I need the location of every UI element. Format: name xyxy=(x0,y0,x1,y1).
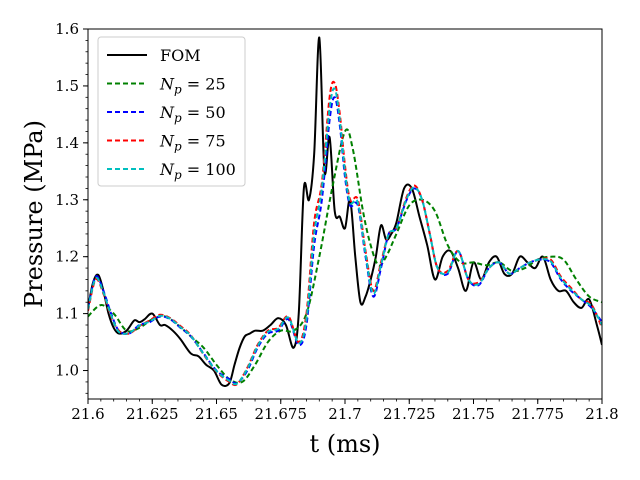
x-tick-label: 21.6 xyxy=(71,405,104,423)
legend-name: FOM xyxy=(160,46,201,65)
legend-symbol: N xyxy=(159,75,175,94)
legend-symbol: N xyxy=(159,160,175,179)
x-tick-label: 21.75 xyxy=(452,405,495,423)
series-layer xyxy=(88,36,602,388)
x-tick-label: 21.625 xyxy=(126,405,179,423)
x-tick-label: 21.65 xyxy=(195,405,238,423)
legend-value: = 50 xyxy=(182,103,226,122)
x-tick-label: 21.8 xyxy=(585,405,618,423)
legend-value: = 100 xyxy=(182,160,236,179)
legend-label-fom: FOM xyxy=(160,46,201,65)
y-tick-label: 1.6 xyxy=(55,20,79,38)
legend-label-n-p-25: Np = 25 xyxy=(159,75,226,97)
legend-subscript: p xyxy=(174,83,182,97)
x-tick-label: 21.7 xyxy=(328,405,361,423)
y-axis-label: Pressure (MPa) xyxy=(20,120,48,308)
x-axis-label: t (ms) xyxy=(309,430,380,458)
legend-value: = 75 xyxy=(182,132,226,151)
legend-subscript: p xyxy=(174,111,182,125)
y-tick-label: 1.3 xyxy=(55,191,79,209)
legend-label-n-p-75: Np = 75 xyxy=(159,132,226,154)
legend-value: = 25 xyxy=(182,75,226,94)
x-tick-label: 21.725 xyxy=(383,405,436,423)
series-line-n-p-100 xyxy=(88,87,602,386)
y-tick-label: 1.5 xyxy=(55,77,79,95)
axes-layer: 21.6 21.625 21.65 21.675 21.7 21.725 21.75 21.7… xyxy=(55,20,619,423)
y-tick-label: 1.2 xyxy=(55,248,79,266)
legend-label-n-p-100: Np = 100 xyxy=(159,160,236,182)
legend-symbol: N xyxy=(159,132,175,151)
x-tick-label: 21.775 xyxy=(512,405,565,423)
legend-box xyxy=(97,36,246,187)
legend-subscript: p xyxy=(174,168,182,182)
legend-symbol: N xyxy=(159,103,175,122)
legend-label-n-p-50: Np = 50 xyxy=(159,103,226,125)
y-tick-label: 1.4 xyxy=(55,134,79,152)
legend-subscript: p xyxy=(174,140,182,154)
series-line-fom xyxy=(88,36,602,388)
y-tick-label: 1.0 xyxy=(55,362,79,380)
x-tick-label: 21.675 xyxy=(255,405,308,423)
y-tick-label: 1.1 xyxy=(55,305,79,323)
